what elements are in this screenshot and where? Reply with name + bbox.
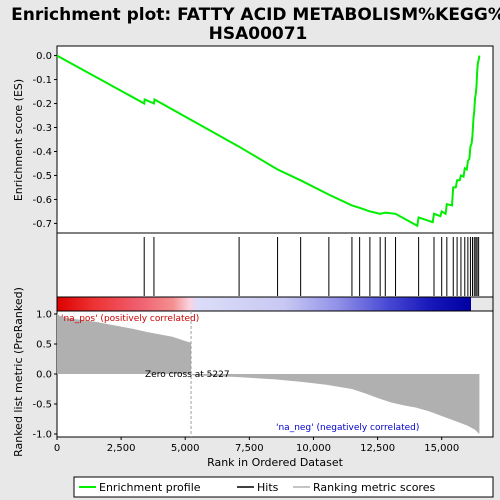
zero-cross-label: Zero cross at 5227 [145,370,230,380]
chart-title-line2: HSA00071 [209,24,308,44]
es-panel: 0.0 -0.1 -0.2 -0.3 -0.4 -0.5 -0.6 -0.7 Enrichme… [12,45,494,234]
es-y-tick-label: -0.1 [32,75,52,86]
rank-heatmap-strip [57,297,471,311]
es-y-tick-label: -0.2 [32,99,52,110]
legend-box [73,476,494,498]
hits-plot-area [56,232,494,298]
es-plot-area [56,45,494,234]
metric-y-tick-label: 0.0 [36,370,52,381]
neg-correlated-label: 'na_neg' (negatively correlated) [276,423,419,433]
x-tick-label: 5,000 [171,443,200,454]
metric-y-tick-label: -0.5 [32,400,52,411]
es-y-axis-label: Enrichment score (ES) [12,79,25,201]
x-axis-label: Rank in Ordered Dataset [207,456,344,469]
legend-enrichment-label: Enrichment profile [99,481,201,494]
x-tick-label: 15,000 [424,443,459,454]
x-tick-label: 10,000 [296,443,331,454]
enrichment-profile-line [56,54,481,228]
x-tick-label: 2,500 [107,443,136,454]
metric-y-tick-label: 0.5 [36,340,52,351]
es-y-ticks: 0.0 -0.1 -0.2 -0.3 -0.4 -0.5 -0.6 -0.7 [32,51,57,230]
legend-metric-label: Ranking metric scores [313,481,435,494]
hit-lines [143,237,480,296]
es-y-tick-label: -0.5 [32,171,52,182]
x-tick-label: 0 [54,443,60,454]
metric-y-axis-label: Ranked list metric (PreRanked) [12,287,25,457]
es-y-tick-label: -0.4 [32,147,52,158]
x-tick-label: 12,500 [360,443,395,454]
metric-panel: 1.0 0.5 0.0 -0.5 -1.0 0 2,500 5,000 7,500 10,000… [12,287,494,469]
x-tick-label: 7,500 [235,443,264,454]
metric-y-tick-label: -1.0 [32,430,52,441]
es-y-tick-label: 0.0 [36,51,52,62]
pos-correlated-label: 'na_pos' (positively correlated) [61,314,199,324]
legend-hits-label: Hits [257,481,279,494]
metric-y-ticks: 1.0 0.5 0.0 -0.5 -1.0 [32,310,57,441]
ranking-metric-area [57,314,480,434]
es-y-tick-label: -0.7 [32,219,52,230]
chart-title-line1: Enrichment plot: FATTY ACID METABOLISM%K… [11,5,500,25]
es-y-tick-label: -0.6 [32,195,52,206]
metric-y-tick-label: 1.0 [36,310,52,321]
es-y-tick-label: -0.3 [32,123,52,134]
metric-x-ticks: 0 2,500 5,000 7,500 10,000 12,500 15,000 [54,437,459,454]
hits-panel [56,232,494,298]
legend: Enrichment profile Hits Ranking metric s… [73,476,494,498]
